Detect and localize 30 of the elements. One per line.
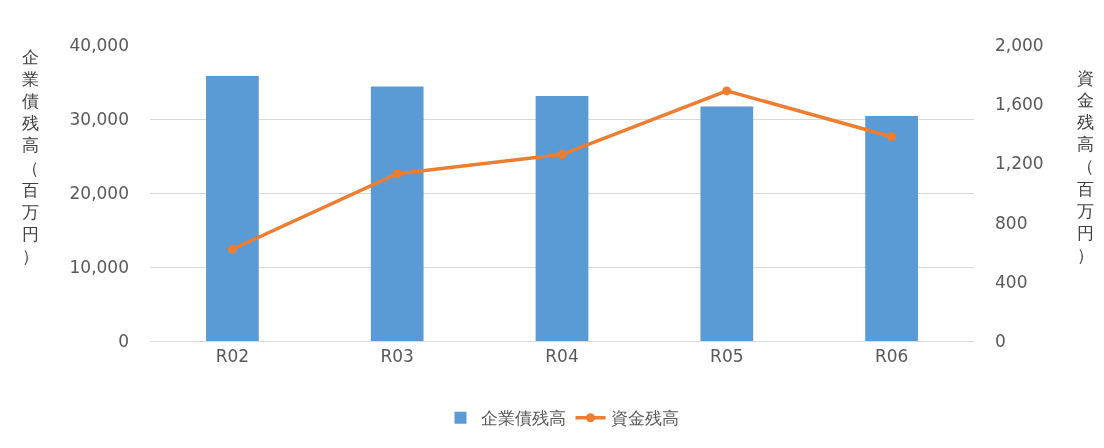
point xyxy=(557,150,567,160)
y2-tick-label: 400 xyxy=(995,271,1028,292)
y2-tick-label: 1,600 xyxy=(995,94,1044,115)
bar xyxy=(700,106,754,341)
x-tick-label: R05 xyxy=(710,346,744,367)
text: 企業債残高（百万円） xyxy=(22,47,39,266)
bar xyxy=(865,116,918,341)
y2-tick-label: 800 xyxy=(995,212,1028,233)
bar xyxy=(206,76,259,341)
x-tick-label: R02 xyxy=(215,346,250,367)
y-tick-label: 10,000 xyxy=(69,256,129,277)
x-tick-label: R06 xyxy=(874,346,909,367)
point xyxy=(887,132,897,142)
y2-tick-label: 1,200 xyxy=(995,153,1044,174)
legend-label: 資金残高 xyxy=(610,408,679,429)
bar xyxy=(535,96,589,341)
y-tick-label: 20,000 xyxy=(69,182,129,203)
point xyxy=(227,244,237,254)
y-tick-label: 0 xyxy=(118,330,129,351)
x-tick-label: R04 xyxy=(545,346,579,367)
text: 資金残高（百万円） xyxy=(1077,68,1094,265)
x-tick-label: R03 xyxy=(380,346,414,367)
point xyxy=(392,169,402,179)
y2-tick-label: 2,000 xyxy=(995,34,1044,55)
y-tick-label: 40,000 xyxy=(69,34,129,55)
bar xyxy=(370,86,424,341)
legend-label: 企業債残高 xyxy=(480,408,566,429)
y-tick-label: 30,000 xyxy=(69,108,129,129)
y2-tick-label: 0 xyxy=(995,330,1006,351)
point xyxy=(722,86,732,96)
